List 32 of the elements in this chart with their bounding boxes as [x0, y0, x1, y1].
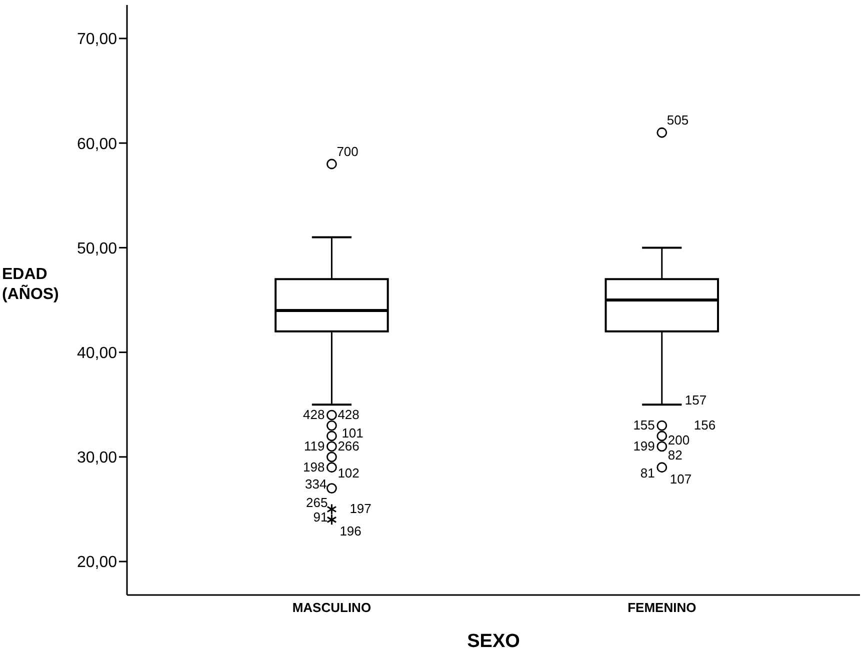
annotation: 102 [338, 465, 360, 480]
annotation: 199 [633, 438, 655, 454]
x-tick-label: FEMENINO [628, 600, 696, 616]
annotation: 156 [694, 418, 716, 433]
y-tick-label: 70,00 [76, 31, 118, 48]
annotation: 428 [338, 407, 360, 422]
annotation: 157 [684, 392, 707, 408]
annotation: 81 [640, 465, 655, 480]
x-axis-title: SEXO [467, 631, 520, 649]
annotation: 265 [306, 495, 328, 510]
annotation: 101 [342, 426, 364, 441]
annotation: 119 [304, 438, 325, 454]
annotation: 200 [668, 432, 690, 448]
y-tick-label: 60,00 [76, 136, 118, 153]
x-tick-label: MASCULINO [292, 600, 372, 616]
annotation: 428 [303, 407, 325, 422]
y-axis-title: EDAD (AÑOS) [2, 266, 59, 304]
annotation: 107 [670, 471, 692, 486]
annotation: 700 [336, 144, 358, 160]
y-tick-label: 40,00 [76, 344, 118, 362]
y-tick-label: 30,00 [76, 450, 118, 467]
annotation: 82 [668, 447, 682, 462]
annotation: 334 [305, 476, 327, 492]
annotation: 155 [633, 418, 655, 433]
annotation: 266 [338, 438, 360, 454]
annotation: 196 [340, 524, 362, 539]
y-tick-label: 20,00 [76, 554, 118, 572]
y-tick-label: 50,00 [76, 240, 118, 258]
annotation: 197 [350, 501, 372, 516]
annotation: 91 [313, 510, 328, 525]
annotation: 198 [303, 459, 325, 474]
annotation: 505 [666, 112, 689, 128]
